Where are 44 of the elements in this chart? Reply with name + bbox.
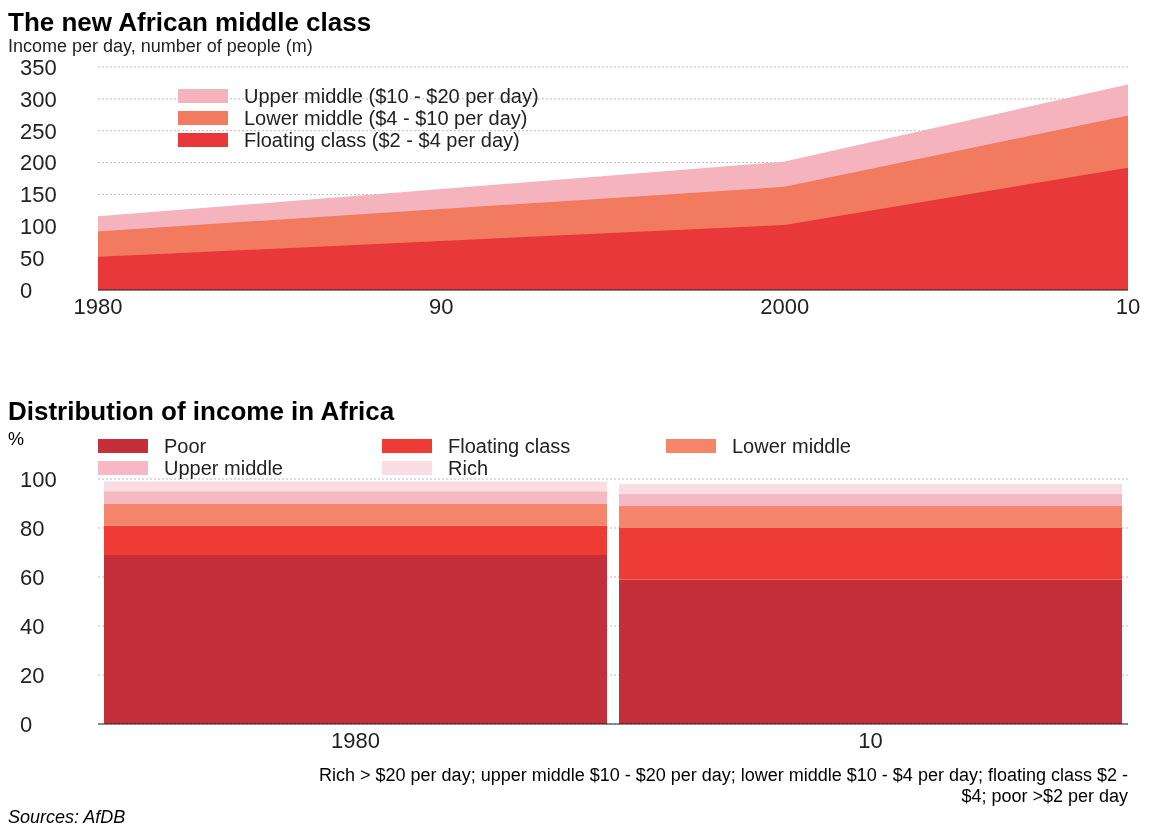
legend-label: Upper middle ($10 - $20 per day) [244, 85, 539, 107]
chart-subtitle: Income per day, number of people (m) [8, 36, 314, 57]
y-tick-label: 40 [20, 613, 45, 639]
legend-label: Lower middle [732, 435, 851, 457]
x-tick-label: 1980 [73, 293, 123, 319]
legend-label: Rich [448, 457, 489, 479]
bar [619, 579, 1122, 724]
chart-title: Distribution of income in Africa [8, 396, 396, 426]
bar [619, 505, 1122, 528]
bar [104, 481, 607, 492]
y-tick-label: 20 [20, 662, 45, 688]
legend-label: Floating class ($2 - $4 per day) [244, 129, 520, 151]
y-tick-label: 300 [20, 86, 57, 112]
text: Rich > $20 per day; upper middle $10 - $20 per day; lower middle $10 - $4 per day; floating class $2 - $4; poor >$2 per day [318, 765, 1129, 807]
legend-label: Floating class [448, 435, 571, 457]
y-tick-label: 350 [20, 54, 57, 80]
y-axis-title: % [8, 429, 25, 450]
x-tick-label: 90 [429, 293, 454, 319]
x-tick-label: 10 [1115, 293, 1141, 319]
x-tick-label: 2000 [760, 293, 810, 319]
bar [104, 491, 607, 504]
bar [619, 483, 1122, 494]
legend-label: Lower middle ($4 - $10 per day) [244, 107, 528, 129]
source-note: Sources: AfDB [8, 807, 127, 828]
y-tick-label: 60 [20, 564, 45, 590]
bar [619, 493, 1122, 506]
y-tick-label: 80 [20, 515, 45, 541]
y-tick-label: 100 [20, 214, 57, 240]
y-tick-label: 100 [20, 466, 57, 492]
bar [619, 528, 1122, 580]
bar [104, 503, 607, 526]
legend-label: Upper middle [164, 457, 283, 479]
y-tick-label: 150 [20, 182, 57, 208]
bar [104, 554, 607, 724]
legend-label: Poor [164, 435, 207, 457]
y-tick-label: 50 [20, 245, 45, 271]
y-tick-label: 0 [20, 711, 33, 737]
x-tick-label: 10 [858, 727, 883, 753]
y-tick-label: 250 [20, 118, 57, 144]
y-tick-label: 200 [20, 150, 57, 176]
bar [104, 525, 607, 555]
chart-title: The new African middle class [8, 7, 373, 37]
x-tick-label: 1980 [331, 727, 380, 753]
y-tick-label: 0 [20, 277, 33, 303]
